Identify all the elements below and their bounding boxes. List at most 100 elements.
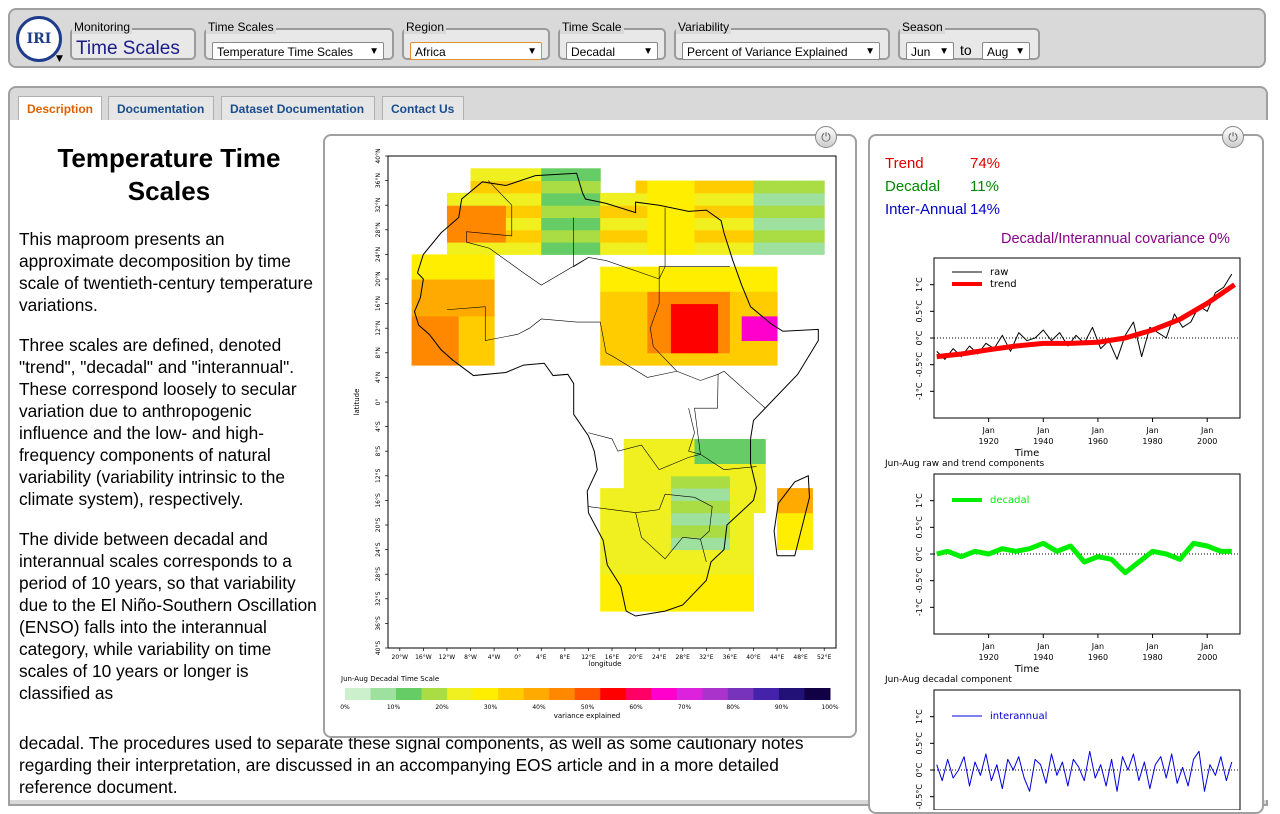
map-cell — [741, 500, 754, 514]
map-cell — [777, 500, 790, 514]
africa-outline — [413, 172, 819, 617]
season-from-value: Jun — [911, 45, 931, 59]
map-cell — [753, 291, 766, 305]
map-cell — [694, 303, 707, 317]
map-cell — [411, 254, 424, 268]
map-cell — [623, 352, 637, 366]
power-icon[interactable]: ⏻ — [815, 126, 837, 148]
lon-tick-label: 28°E — [676, 654, 691, 661]
map-cell — [670, 279, 684, 292]
map-cell — [682, 315, 696, 329]
map-cell — [765, 266, 778, 280]
map-cell — [682, 217, 696, 231]
map-cell — [659, 500, 672, 514]
time-scale-select[interactable]: Decadal ▼ — [566, 42, 658, 60]
map-cell — [588, 229, 601, 243]
map-cell — [670, 217, 684, 231]
map-cell — [600, 549, 613, 563]
map-cell — [647, 266, 660, 280]
map-cell — [623, 574, 637, 587]
season-from-select[interactable]: Jun ▼ — [906, 42, 954, 60]
iri-logo[interactable]: IRI — [16, 16, 62, 62]
colorbar-tick-label: 20% — [435, 704, 449, 711]
map-cell — [553, 205, 566, 218]
map-cell — [600, 586, 613, 600]
map-cell — [706, 463, 719, 477]
map-cell — [659, 463, 672, 477]
chevron-down-icon: ▼ — [865, 46, 875, 57]
map-cell — [706, 217, 719, 231]
x-tick-label: Jan — [981, 642, 994, 651]
map-cell — [670, 586, 684, 600]
map-cell — [482, 340, 495, 354]
logo-menu-arrow-icon[interactable]: ▼ — [56, 54, 63, 64]
variability-value: Percent of Variance Explained — [687, 45, 848, 59]
map-cell — [635, 229, 648, 243]
colorbar-swatch — [727, 688, 754, 700]
map-cell — [647, 438, 660, 452]
map-cell — [635, 549, 648, 563]
season-to-select[interactable]: Aug ▼ — [982, 42, 1030, 60]
colorbar-swatch — [523, 688, 550, 700]
map-cell — [411, 303, 424, 317]
map-cell — [612, 303, 625, 317]
map-cell — [718, 303, 731, 317]
lat-ticks: 40°N 36°N 32°N 28°N 24°N 20°N 16°N 12°N 8°N 4°N 0°… — [375, 148, 388, 655]
lon-tick-label: 52°E — [817, 654, 832, 661]
map-cell — [706, 586, 719, 600]
map-cell — [623, 512, 637, 526]
map-cell — [741, 242, 754, 255]
map-cell — [576, 205, 589, 218]
map-cell — [647, 500, 660, 514]
map-cell — [753, 463, 766, 477]
map-cell — [753, 217, 766, 231]
tab-dataset-documentation[interactable]: Dataset Documentation — [221, 96, 375, 120]
time-scales-control: Time Scales Temperature Time Scales ▼ — [204, 18, 394, 60]
map-cell — [718, 328, 731, 341]
map-cell — [576, 242, 589, 255]
region-select[interactable]: Africa ▼ — [410, 42, 542, 60]
map-cell — [470, 229, 483, 243]
interannual-value: 14% — [970, 201, 1001, 218]
map-cell — [788, 180, 802, 194]
country-border — [635, 493, 713, 540]
map-cell — [623, 242, 637, 255]
map-cell — [682, 488, 696, 501]
map-cells — [411, 168, 825, 612]
map-cell — [647, 574, 660, 587]
lat-tick-label: 28°N — [375, 222, 382, 237]
map-cell — [505, 242, 519, 255]
lon-tick-label: 0° — [514, 654, 521, 661]
map-cell — [718, 488, 731, 501]
map-cell — [458, 205, 472, 218]
season-to-value: Aug — [987, 45, 1009, 59]
tab-documentation[interactable]: Documentation — [108, 96, 214, 120]
map-cell — [670, 340, 684, 354]
x-tick-label: 2000 — [1197, 653, 1217, 662]
time-scales-select[interactable]: Temperature Time Scales ▼ — [212, 42, 384, 60]
variability-select[interactable]: Percent of Variance Explained ▼ — [682, 42, 880, 60]
map-cell — [647, 279, 660, 292]
map-cell — [718, 340, 731, 354]
power-icon[interactable]: ⏻ — [1222, 126, 1244, 148]
map-cell — [694, 229, 707, 243]
lat-tick-label: 24°N — [375, 247, 382, 262]
tab-description[interactable]: Description — [18, 96, 102, 120]
lat-tick-label: 4°N — [375, 372, 382, 383]
map-cell — [470, 254, 483, 268]
tab-contact-us[interactable]: Contact Us — [382, 96, 464, 120]
map-cell — [741, 561, 754, 575]
colorbar-swatch — [676, 688, 703, 700]
map-cell — [729, 537, 743, 551]
time-scales-label: Time Scales — [206, 20, 276, 34]
map-cell — [623, 488, 637, 501]
map-cell — [647, 192, 660, 206]
map-cell — [623, 328, 637, 341]
map-cell — [647, 488, 660, 501]
map-cell — [718, 352, 731, 366]
map-cell — [729, 488, 743, 501]
map-cell — [706, 205, 719, 218]
map-cell — [423, 340, 436, 354]
map-cell — [659, 586, 672, 600]
monitoring-value[interactable]: Time Scales — [76, 38, 180, 59]
